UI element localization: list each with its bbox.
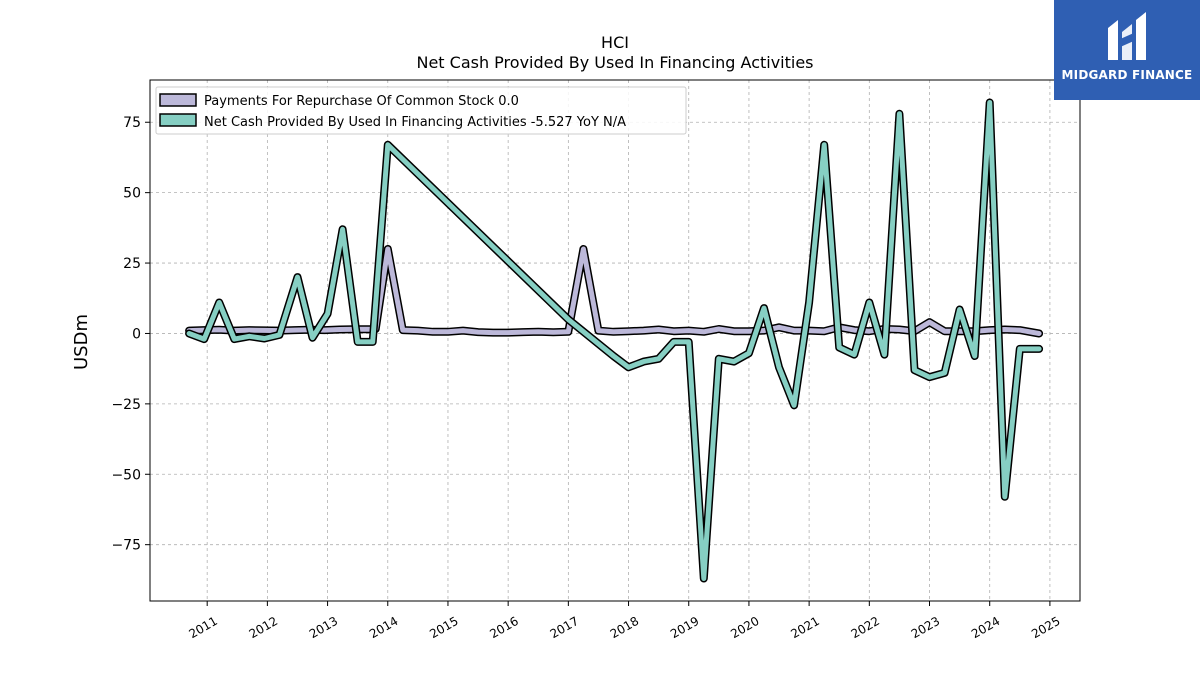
legend-label-financing: Net Cash Provided By Used In Financing A… xyxy=(204,115,626,130)
legend-label-repurchase: Payments For Repurchase Of Common Stock … xyxy=(204,94,519,109)
midgard-logo-icon xyxy=(1108,12,1146,60)
chart-title: HCI xyxy=(601,33,629,52)
x-tick-label: 2021 xyxy=(788,614,821,641)
x-tick-label: 2011 xyxy=(186,614,219,641)
brand-name: MIDGARD FINANCE xyxy=(1061,68,1193,82)
chart-subtitle: Net Cash Provided By Used In Financing A… xyxy=(416,53,813,72)
x-tick-label: 2014 xyxy=(367,614,400,641)
x-tick-label: 2019 xyxy=(668,614,701,641)
y-tick-label: −50 xyxy=(111,467,141,483)
x-tick-label: 2020 xyxy=(728,614,761,641)
y-tick-label: 50 xyxy=(123,186,141,202)
y-tick-label: 0 xyxy=(132,326,141,342)
y-tick-label: 25 xyxy=(123,256,141,272)
x-tick-label: 2025 xyxy=(1029,614,1062,641)
x-tick-label: 2024 xyxy=(969,614,1002,641)
y-axis: −75 −50 −25 0 25 50 75 xyxy=(111,115,150,554)
legend-swatch-financing xyxy=(159,113,197,127)
legend-swatch-repurchase xyxy=(159,93,197,107)
y-tick-label: −75 xyxy=(111,538,141,554)
x-tick-label: 2012 xyxy=(247,614,280,641)
legend: Payments For Repurchase Of Common Stock … xyxy=(155,86,687,135)
series-line-financing xyxy=(186,100,1042,581)
x-tick-label: 2023 xyxy=(909,614,942,641)
y-tick-label: −25 xyxy=(111,397,141,413)
x-tick-label: 2022 xyxy=(849,614,882,641)
series-layer xyxy=(185,98,1044,583)
x-tick-label: 2016 xyxy=(487,614,520,641)
legend-box xyxy=(155,86,687,135)
x-tick-label: 2017 xyxy=(548,614,581,641)
x-tick-label: 2018 xyxy=(608,614,641,641)
series-line-repurchase xyxy=(186,246,1042,336)
brand-logo: MIDGARD FINANCE xyxy=(1054,0,1200,100)
y-axis-label: USDm xyxy=(71,314,92,370)
grid xyxy=(150,80,1080,601)
x-tick-label: 2015 xyxy=(427,614,460,641)
x-tick-label: 2013 xyxy=(307,614,340,641)
plot-frame xyxy=(149,79,1081,602)
x-axis: 2011 2012 2013 2014 2015 2016 2017 2018 2019 2020… xyxy=(186,601,1063,641)
y-tick-label: 75 xyxy=(123,115,141,131)
